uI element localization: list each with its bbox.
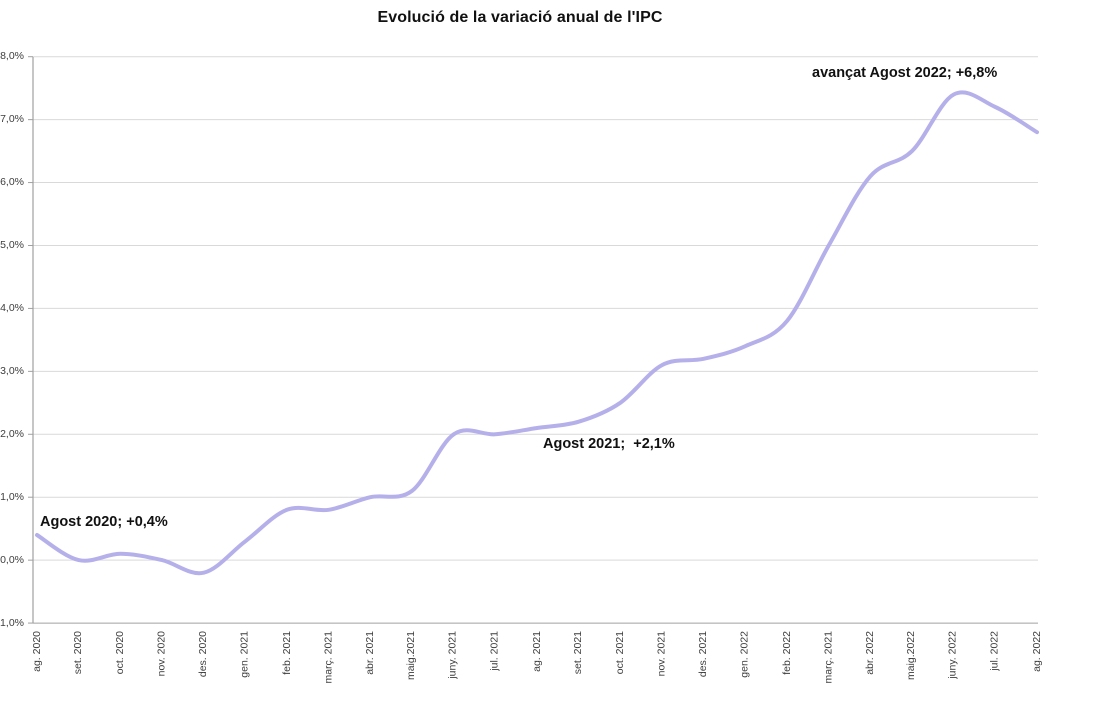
annotation-agost-2021: Agost 2021; +2,1% — [543, 436, 675, 452]
y-tick-label: 3,0% — [0, 364, 24, 377]
x-tick-label: juny. 2022 — [947, 631, 960, 679]
x-tick-label: set. 2021 — [572, 631, 585, 675]
y-tick-label: 2,0% — [0, 427, 24, 440]
y-tick-label: 7,0% — [0, 113, 24, 126]
x-tick-label: des. 2020 — [197, 631, 210, 678]
y-tick-label: 6,0% — [0, 176, 24, 189]
x-tick-label: jul. 2021 — [488, 631, 501, 671]
x-tick-label: set. 2020 — [72, 631, 85, 675]
x-tick-label: feb. 2021 — [280, 631, 293, 675]
x-tick-label: ag. 2020 — [30, 631, 43, 672]
y-tick-label: 0,0% — [0, 553, 24, 566]
ipc-series-line — [35, 90, 1039, 576]
y-tick-label: 4,0% — [0, 301, 24, 314]
x-tick-label: oct. 2021 — [613, 631, 626, 675]
annotation-agost-2020: Agost 2020; +0,4% — [40, 514, 168, 530]
x-tick-label: maig.2022 — [905, 631, 918, 681]
x-tick-label: març. 2021 — [822, 631, 835, 684]
x-tick-label: nov. 2021 — [655, 631, 668, 677]
x-tick-label: abr. 2022 — [863, 631, 876, 675]
x-tick-label: ag. 2022 — [1030, 631, 1043, 672]
y-tick-label: -1,0% — [0, 616, 24, 629]
annotation-avancat-agost-2022: avançat Agost 2022; +6,8% — [812, 65, 998, 81]
y-tick-label: 1,0% — [0, 490, 24, 503]
x-tick-label: ag. 2021 — [530, 631, 543, 672]
x-tick-label: març. 2021 — [322, 631, 335, 684]
x-tick-label: gen. 2021 — [238, 631, 251, 678]
x-tick-label: juny. 2021 — [447, 631, 460, 679]
x-tick-label: feb. 2022 — [780, 631, 793, 675]
x-tick-label: gen. 2022 — [738, 631, 751, 678]
x-tick-label: oct. 2020 — [113, 631, 126, 675]
chart-title: Evolució de la variació anual de l'IPC — [377, 9, 663, 26]
x-tick-label: nov. 2020 — [155, 631, 168, 677]
x-tick-label: abr. 2021 — [363, 631, 376, 675]
x-tick-label: des. 2021 — [697, 631, 710, 678]
x-tick-label: maig.2021 — [405, 631, 418, 681]
y-tick-label: 5,0% — [0, 238, 24, 251]
x-tick-label: jul. 2022 — [988, 631, 1001, 671]
y-tick-label: 8,0% — [0, 50, 24, 63]
